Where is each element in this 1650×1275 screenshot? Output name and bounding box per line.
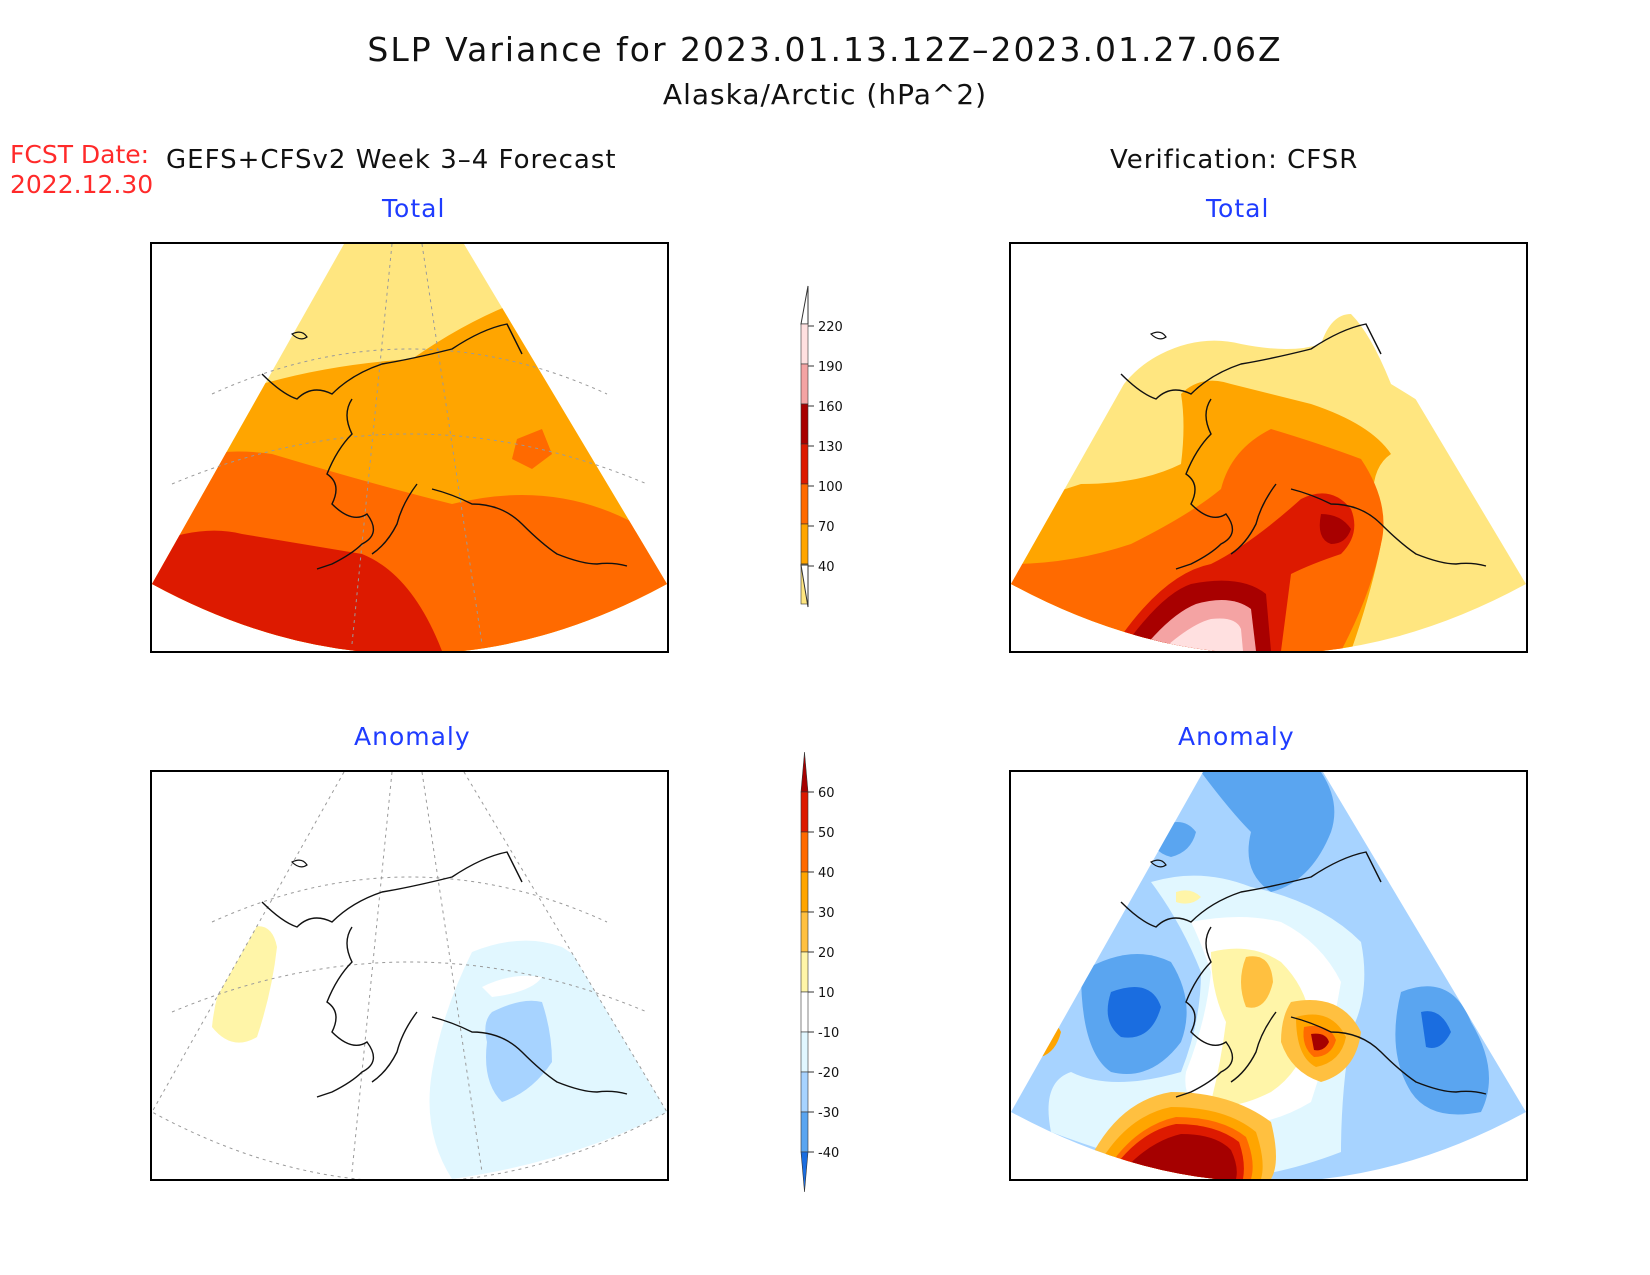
alaska-coastline — [261, 323, 628, 570]
verif-total-title: Total — [1206, 194, 1270, 223]
island-outline — [290, 859, 308, 868]
anomaly-colorbar-swatch — [800, 1031, 809, 1073]
anomaly-colorbar-bottom-arrow — [800, 1151, 809, 1193]
anomaly-contour-below-neg40 — [1107, 987, 1161, 1038]
anomaly-colorbar-top-arrow — [800, 751, 809, 793]
anomaly-colorbar-swatch — [800, 1071, 809, 1113]
verification-header: Verification: CFSR — [1110, 145, 1359, 175]
anomaly-colorbar-label: 10 — [818, 986, 835, 1001]
anomaly-colorbar-label: 40 — [818, 866, 835, 881]
total-colorbar-bottom-arrow — [800, 564, 809, 608]
anomaly-colorbar-swatch — [800, 831, 809, 873]
total-colorbar-label: 220 — [818, 320, 843, 335]
alaska-coastline — [261, 851, 628, 1098]
total-colorbar-top-arrow — [800, 285, 809, 325]
total-colorbar-swatch — [800, 403, 809, 445]
total-contour-100-130-blob — [512, 429, 552, 469]
island-outline — [290, 331, 308, 340]
total-contour-above-220 — [1161, 618, 1243, 651]
forecast-date-label: FCST Date: — [10, 140, 150, 169]
anomaly-colorbar-label: 50 — [818, 826, 835, 841]
forecast-date-value: 2022.12.30 — [10, 170, 154, 199]
anomaly-colorbar-label: 20 — [818, 946, 835, 961]
anomaly-colorbar-label: 60 — [818, 786, 835, 801]
total-colorbar-label: 190 — [818, 360, 843, 375]
anomaly-colorbar-label: -10 — [818, 1026, 839, 1041]
total-colorbar-swatch — [800, 483, 809, 525]
total-colorbar-label: 100 — [818, 480, 843, 495]
anomaly-contour-below-neg40 — [1421, 1011, 1451, 1048]
forecast-date: FCST Date: 2022.12.30 — [10, 140, 153, 200]
fcst-anomaly-title: Anomaly — [354, 722, 471, 751]
forecast-model-header: GEFS+CFSv2 Week 3–4 Forecast — [166, 145, 617, 175]
anomaly-neutral-blob — [482, 975, 542, 997]
anomaly-contour-10-20 — [212, 926, 277, 1043]
total-colorbar-label: 160 — [818, 400, 843, 415]
total-colorbar-swatch — [800, 363, 809, 405]
total-colorbar-label: 40 — [818, 560, 835, 575]
total-contour-160-190 — [1319, 514, 1351, 544]
anomaly-colorbar-swatch — [800, 871, 809, 913]
anomaly-colorbar-swatch — [800, 951, 809, 993]
fcst-total-title: Total — [382, 194, 446, 223]
fcst-anomaly-map — [150, 770, 669, 1181]
anomaly-colorbar-swatch — [800, 791, 809, 833]
total-colorbar-label: 130 — [818, 440, 843, 455]
anomaly-colorbar-swatch — [800, 911, 809, 953]
fcst-total-latitude-circle — [211, 348, 608, 395]
anomaly-contour-10-20 — [1211, 948, 1311, 1106]
island-outline — [1149, 859, 1167, 868]
main-title: SLP Variance for 2023.01.13.12Z–2023.01.… — [367, 30, 1283, 69]
anomaly-contour-10-20-north — [1176, 890, 1201, 904]
alaska-coastline — [1120, 851, 1487, 1098]
main-subtitle: Alaska/Arctic (hPa^2) — [662, 78, 988, 111]
fcst-anomaly-meridian — [421, 772, 483, 1173]
anomaly-colorbar-label: -30 — [818, 1106, 839, 1121]
anomaly-contour-above-60 — [1311, 1033, 1329, 1051]
total-colorbar: 220 190 160 130 100 70 40 — [790, 282, 880, 616]
anomaly-contour-20-30 — [1241, 956, 1273, 1008]
island-outline — [1149, 331, 1167, 340]
total-colorbar-label: 70 — [818, 520, 835, 535]
total-colorbar-swatch — [800, 523, 809, 565]
anomaly-colorbar-label: 30 — [818, 906, 835, 921]
anomaly-contour-neg20-neg30 — [485, 1000, 552, 1102]
anomaly-contour-neg30-neg40 — [1201, 772, 1335, 892]
fcst-total-map — [150, 242, 669, 653]
anomaly-colorbar-swatch — [800, 991, 809, 1033]
verif-anomaly-title: Anomaly — [1178, 722, 1295, 751]
anomaly-colorbar: 60 50 40 30 20 10 -10 -20 -30 -40 — [790, 751, 880, 1206]
alaska-coastline — [1120, 323, 1487, 570]
total-contour-100-130 — [1011, 429, 1384, 651]
total-colorbar-swatch — [800, 443, 809, 485]
fcst-total-meridian — [421, 244, 483, 645]
fcst-anomaly-latitude-circle — [211, 876, 608, 923]
anomaly-colorbar-swatch — [800, 1111, 809, 1153]
total-colorbar-swatch — [800, 323, 809, 365]
verif-total-map — [1009, 242, 1528, 653]
verif-anomaly-map — [1009, 770, 1528, 1181]
anomaly-colorbar-label: -20 — [818, 1066, 839, 1081]
anomaly-colorbar-label: -40 — [818, 1146, 839, 1161]
